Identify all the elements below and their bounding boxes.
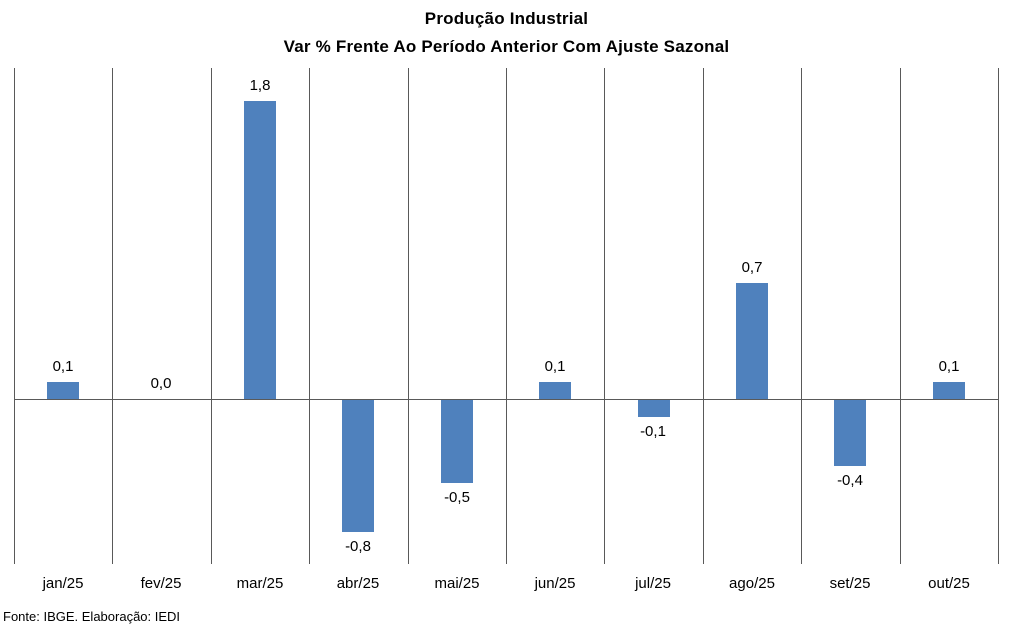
bar-mai-25 xyxy=(441,400,473,483)
category-gridline xyxy=(703,68,704,564)
bar-jun-25 xyxy=(539,382,571,399)
bar-jan-25 xyxy=(47,382,79,399)
data-label: 0,1 xyxy=(544,358,566,375)
x-axis-label: jun/25 xyxy=(534,575,576,592)
data-label: 0,0 xyxy=(150,375,172,392)
x-axis-label: mar/25 xyxy=(236,575,284,592)
bar-jul-25 xyxy=(638,400,670,417)
category-gridline xyxy=(309,68,310,564)
zero-axis-line xyxy=(14,399,998,400)
bar-mar-25 xyxy=(244,101,276,399)
category-gridline xyxy=(408,68,409,564)
category-gridline xyxy=(801,68,802,564)
x-axis-label: ago/25 xyxy=(729,575,775,592)
category-gridline xyxy=(900,68,901,564)
bar-abr-25 xyxy=(342,400,374,532)
x-axis-label: jul/25 xyxy=(635,575,671,592)
data-label: -0,4 xyxy=(837,472,863,489)
category-gridline xyxy=(112,68,113,564)
data-label: -0,5 xyxy=(444,489,470,506)
category-gridline xyxy=(506,68,507,564)
data-label: 1,8 xyxy=(249,77,271,94)
bar-set-25 xyxy=(834,400,866,466)
data-label: 0,1 xyxy=(52,358,74,375)
data-label: 0,1 xyxy=(938,358,960,375)
chart-title-block: Produção Industrial Var % Frente Ao Perí… xyxy=(0,5,1013,61)
chart-title: Produção Industrial xyxy=(424,9,589,28)
category-gridline xyxy=(14,68,15,564)
x-axis-label: out/25 xyxy=(928,575,970,592)
category-gridline xyxy=(998,68,999,564)
data-label: 0,7 xyxy=(741,259,763,276)
source-note: Fonte: IBGE. Elaboração: IEDI xyxy=(3,609,181,624)
category-gridline xyxy=(211,68,212,564)
x-axis-label: jan/25 xyxy=(42,575,84,592)
x-axis-label: abr/25 xyxy=(336,575,380,592)
data-label: -0,8 xyxy=(345,538,371,555)
x-axis-label: set/25 xyxy=(829,575,871,592)
bar-out-25 xyxy=(933,382,965,399)
chart-subtitle: Var % Frente Ao Período Anterior Com Aju… xyxy=(283,37,730,56)
bar-ago-25 xyxy=(736,283,768,399)
x-axis-label: mai/25 xyxy=(434,575,480,592)
category-gridline xyxy=(604,68,605,564)
x-axis-label: fev/25 xyxy=(140,575,182,592)
data-label: -0,1 xyxy=(640,423,666,440)
